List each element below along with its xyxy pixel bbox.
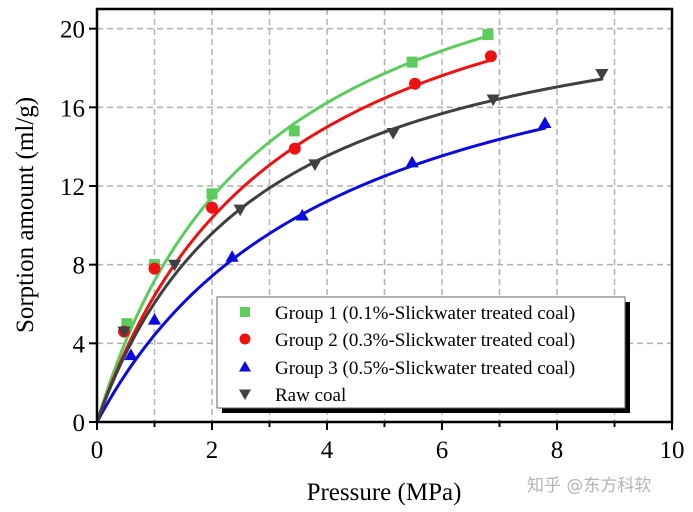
- triangle-down-marker: [168, 259, 182, 272]
- square-marker: [406, 56, 418, 68]
- legend-item: Group 3 (0.5%-Slickwater treated coal): [239, 358, 575, 379]
- circle-marker: [148, 262, 161, 275]
- square-marker: [206, 188, 218, 200]
- triangle-down-marker: [117, 326, 131, 339]
- y-tick-label: 12: [60, 174, 85, 201]
- triangle-down-marker: [386, 127, 400, 140]
- axis-ticks: [89, 27, 673, 430]
- fit-curve-series-3: [95, 126, 547, 424]
- legend-label: Group 2 (0.3%-Slickwater treated coal): [275, 330, 575, 351]
- x-tick-labels: 0 2 4 6 8 10: [91, 437, 685, 464]
- legend-box: [216, 296, 626, 409]
- square-marker: [482, 29, 494, 41]
- legend-item: Group 1 (0.1%-Slickwater treated coal): [240, 303, 575, 324]
- legend-item: Group 2 (0.3%-Slickwater treated coal): [239, 330, 575, 351]
- triangle-up-marker: [225, 250, 239, 262]
- triangle-up-marker: [147, 313, 162, 325]
- triangle-down-marker: [595, 68, 609, 81]
- x-tick-label: 4: [321, 437, 334, 464]
- x-tick-label: 6: [436, 437, 449, 464]
- fit-curve-series-4: [95, 77, 604, 424]
- triangle-down-marker: [239, 389, 251, 400]
- square-marker: [240, 307, 250, 317]
- circle-marker: [206, 201, 218, 214]
- triangle-down-marker: [233, 204, 247, 217]
- y-axis-title: Sorption amount (ml/g): [12, 97, 39, 333]
- x-tick-label: 8: [551, 437, 564, 464]
- x-tick-label: 2: [206, 437, 219, 464]
- legend-label: Raw coal: [275, 385, 346, 406]
- fit-curve-series-1: [95, 34, 490, 424]
- square-marker: [288, 125, 300, 137]
- legend-item: Raw coal: [239, 385, 346, 406]
- legend: Group 1 (0.1%-Slickwater treated coal) Gr…: [216, 296, 630, 413]
- square-marker: [121, 318, 133, 330]
- triangle-up-marker: [538, 116, 552, 129]
- triangle-down-marker: [486, 94, 500, 107]
- triangle-up-marker: [405, 155, 419, 168]
- legend-label: Group 3 (0.5%-Slickwater treated coal): [275, 358, 575, 379]
- y-tick-label: 4: [73, 331, 86, 358]
- y-tick-label: 16: [60, 95, 85, 122]
- data-points: [117, 29, 609, 361]
- triangle-up-marker: [239, 361, 251, 372]
- y-tick-label: 0: [73, 410, 86, 437]
- circle-marker: [239, 333, 251, 345]
- x-axis-title: Pressure (MPa): [307, 479, 462, 506]
- triangle-up-marker: [124, 348, 138, 361]
- x-tick-label: 0: [91, 437, 104, 464]
- x-tick-label: 10: [660, 437, 685, 464]
- triangle-down-marker: [308, 159, 322, 171]
- legend-label: Group 1 (0.1%-Slickwater treated coal): [275, 303, 575, 324]
- y-tick-labels: 0 4 8 12 16 20: [60, 17, 86, 437]
- circle-marker: [288, 142, 301, 155]
- circle-marker: [408, 77, 421, 90]
- triangle-up-marker: [295, 208, 309, 221]
- watermark: 知乎 @东方科软: [527, 476, 651, 496]
- y-tick-label: 8: [73, 253, 86, 280]
- circle-marker: [484, 50, 497, 63]
- y-tick-label: 20: [60, 17, 85, 44]
